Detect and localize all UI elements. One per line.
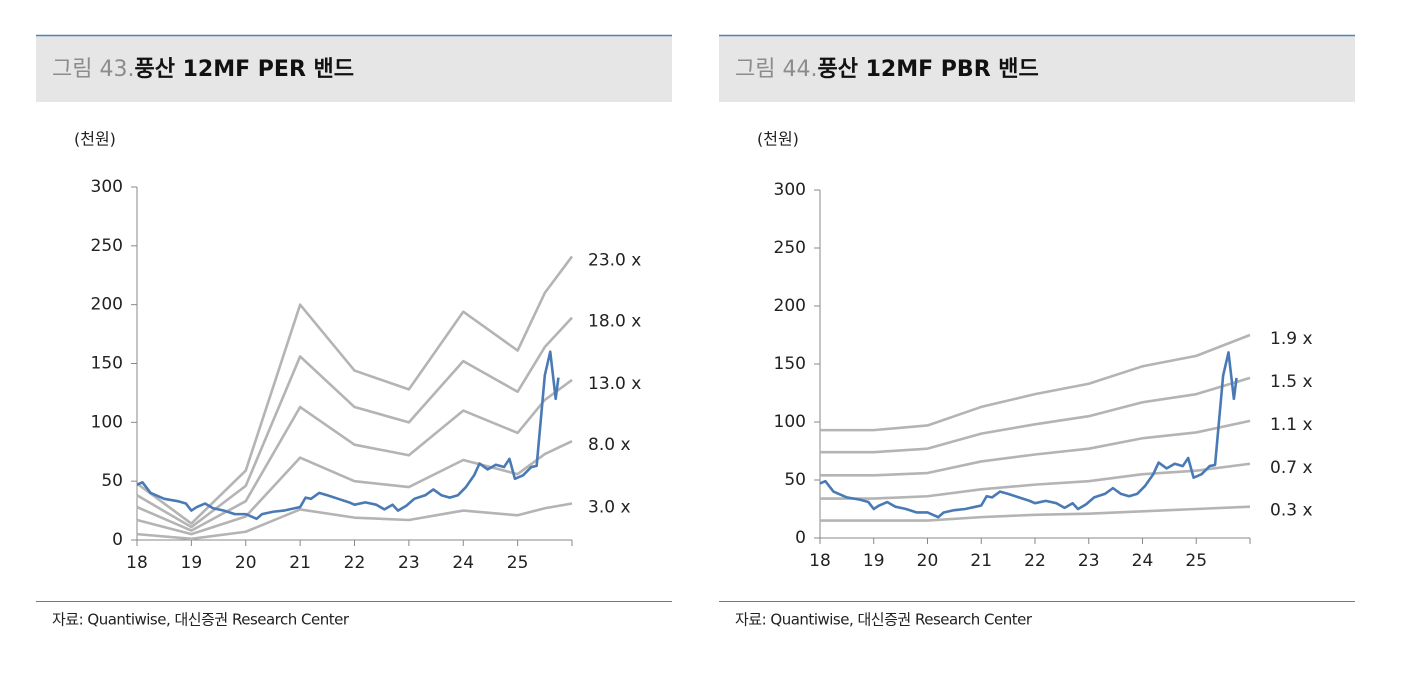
y-tick-label: 300 bbox=[91, 177, 123, 197]
unit-label: (천원) bbox=[757, 130, 799, 149]
band-line bbox=[136, 316, 573, 529]
title: 풍산 12MF PBR 밴드 bbox=[817, 57, 1038, 82]
band-label: 8.0 x bbox=[588, 435, 631, 455]
x-tick-label: 18 bbox=[126, 553, 148, 573]
band-label: 0.3 x bbox=[1270, 501, 1313, 521]
x-tick-label: 20 bbox=[235, 553, 257, 573]
band-label: 1.1 x bbox=[1270, 415, 1313, 435]
band-line bbox=[136, 255, 574, 525]
x-tick-label: 21 bbox=[289, 553, 311, 573]
y-tick-label: 0 bbox=[795, 528, 806, 548]
y-tick-label: 300 bbox=[774, 180, 806, 200]
price-line bbox=[136, 350, 560, 521]
band-line bbox=[820, 419, 1251, 477]
x-tick-label: 22 bbox=[1024, 551, 1046, 571]
x-tick-label: 24 bbox=[1132, 551, 1154, 571]
x-tick-label: 18 bbox=[809, 551, 831, 571]
band-line bbox=[136, 378, 573, 532]
band-label: 1.9 x bbox=[1270, 329, 1313, 349]
band-line bbox=[820, 376, 1251, 454]
x-tick-label: 25 bbox=[507, 553, 529, 573]
header-band bbox=[719, 36, 1355, 102]
x-tick-label: 19 bbox=[181, 553, 203, 573]
y-tick-label: 100 bbox=[91, 412, 123, 432]
x-tick-label: 23 bbox=[1078, 551, 1100, 571]
figure-number: 그림 43. bbox=[52, 57, 134, 82]
band-label: 0.7 x bbox=[1270, 458, 1313, 478]
x-tick-label: 21 bbox=[970, 551, 992, 571]
source: 자료: Quantiwise, 대신증권 Research Center bbox=[735, 611, 1033, 629]
y-tick-label: 50 bbox=[101, 471, 123, 491]
x-tick-label: 22 bbox=[344, 553, 366, 573]
band-label: 18.0 x bbox=[588, 312, 641, 332]
band-label: 23.0 x bbox=[588, 250, 641, 270]
figure-title: 그림 43.풍산 12MF PER 밴드 bbox=[52, 57, 354, 82]
x-tick-label: 20 bbox=[917, 551, 939, 571]
source: 자료: Quantiwise, 대신증권 Research Center bbox=[52, 611, 350, 629]
band-line bbox=[820, 333, 1251, 432]
y-tick-label: 200 bbox=[774, 296, 806, 316]
band-line bbox=[820, 462, 1251, 500]
band-line bbox=[136, 502, 573, 541]
band-label: 13.0 x bbox=[588, 374, 641, 394]
unit-label: (천원) bbox=[74, 130, 116, 149]
figure-number: 그림 44. bbox=[735, 57, 817, 82]
y-tick-label: 250 bbox=[774, 238, 806, 258]
band-label: 3.0 x bbox=[588, 498, 631, 518]
y-tick-label: 150 bbox=[774, 354, 806, 374]
title: 풍산 12MF PER 밴드 bbox=[134, 57, 354, 82]
band-label: 1.5 x bbox=[1270, 372, 1313, 392]
header-band bbox=[36, 36, 672, 102]
band-line bbox=[820, 505, 1251, 522]
x-tick-label: 23 bbox=[398, 553, 420, 573]
x-tick-label: 25 bbox=[1185, 551, 1207, 571]
figure-title: 그림 44.풍산 12MF PBR 밴드 bbox=[735, 57, 1039, 82]
price-line bbox=[819, 351, 1238, 519]
band-line bbox=[136, 439, 573, 536]
y-tick-label: 150 bbox=[91, 354, 123, 374]
y-tick-label: 50 bbox=[784, 470, 806, 490]
y-tick-label: 200 bbox=[91, 295, 123, 315]
y-tick-label: 0 bbox=[112, 530, 123, 550]
y-tick-label: 100 bbox=[774, 412, 806, 432]
x-tick-label: 24 bbox=[452, 553, 474, 573]
x-tick-label: 19 bbox=[863, 551, 885, 571]
y-tick-label: 250 bbox=[91, 236, 123, 256]
